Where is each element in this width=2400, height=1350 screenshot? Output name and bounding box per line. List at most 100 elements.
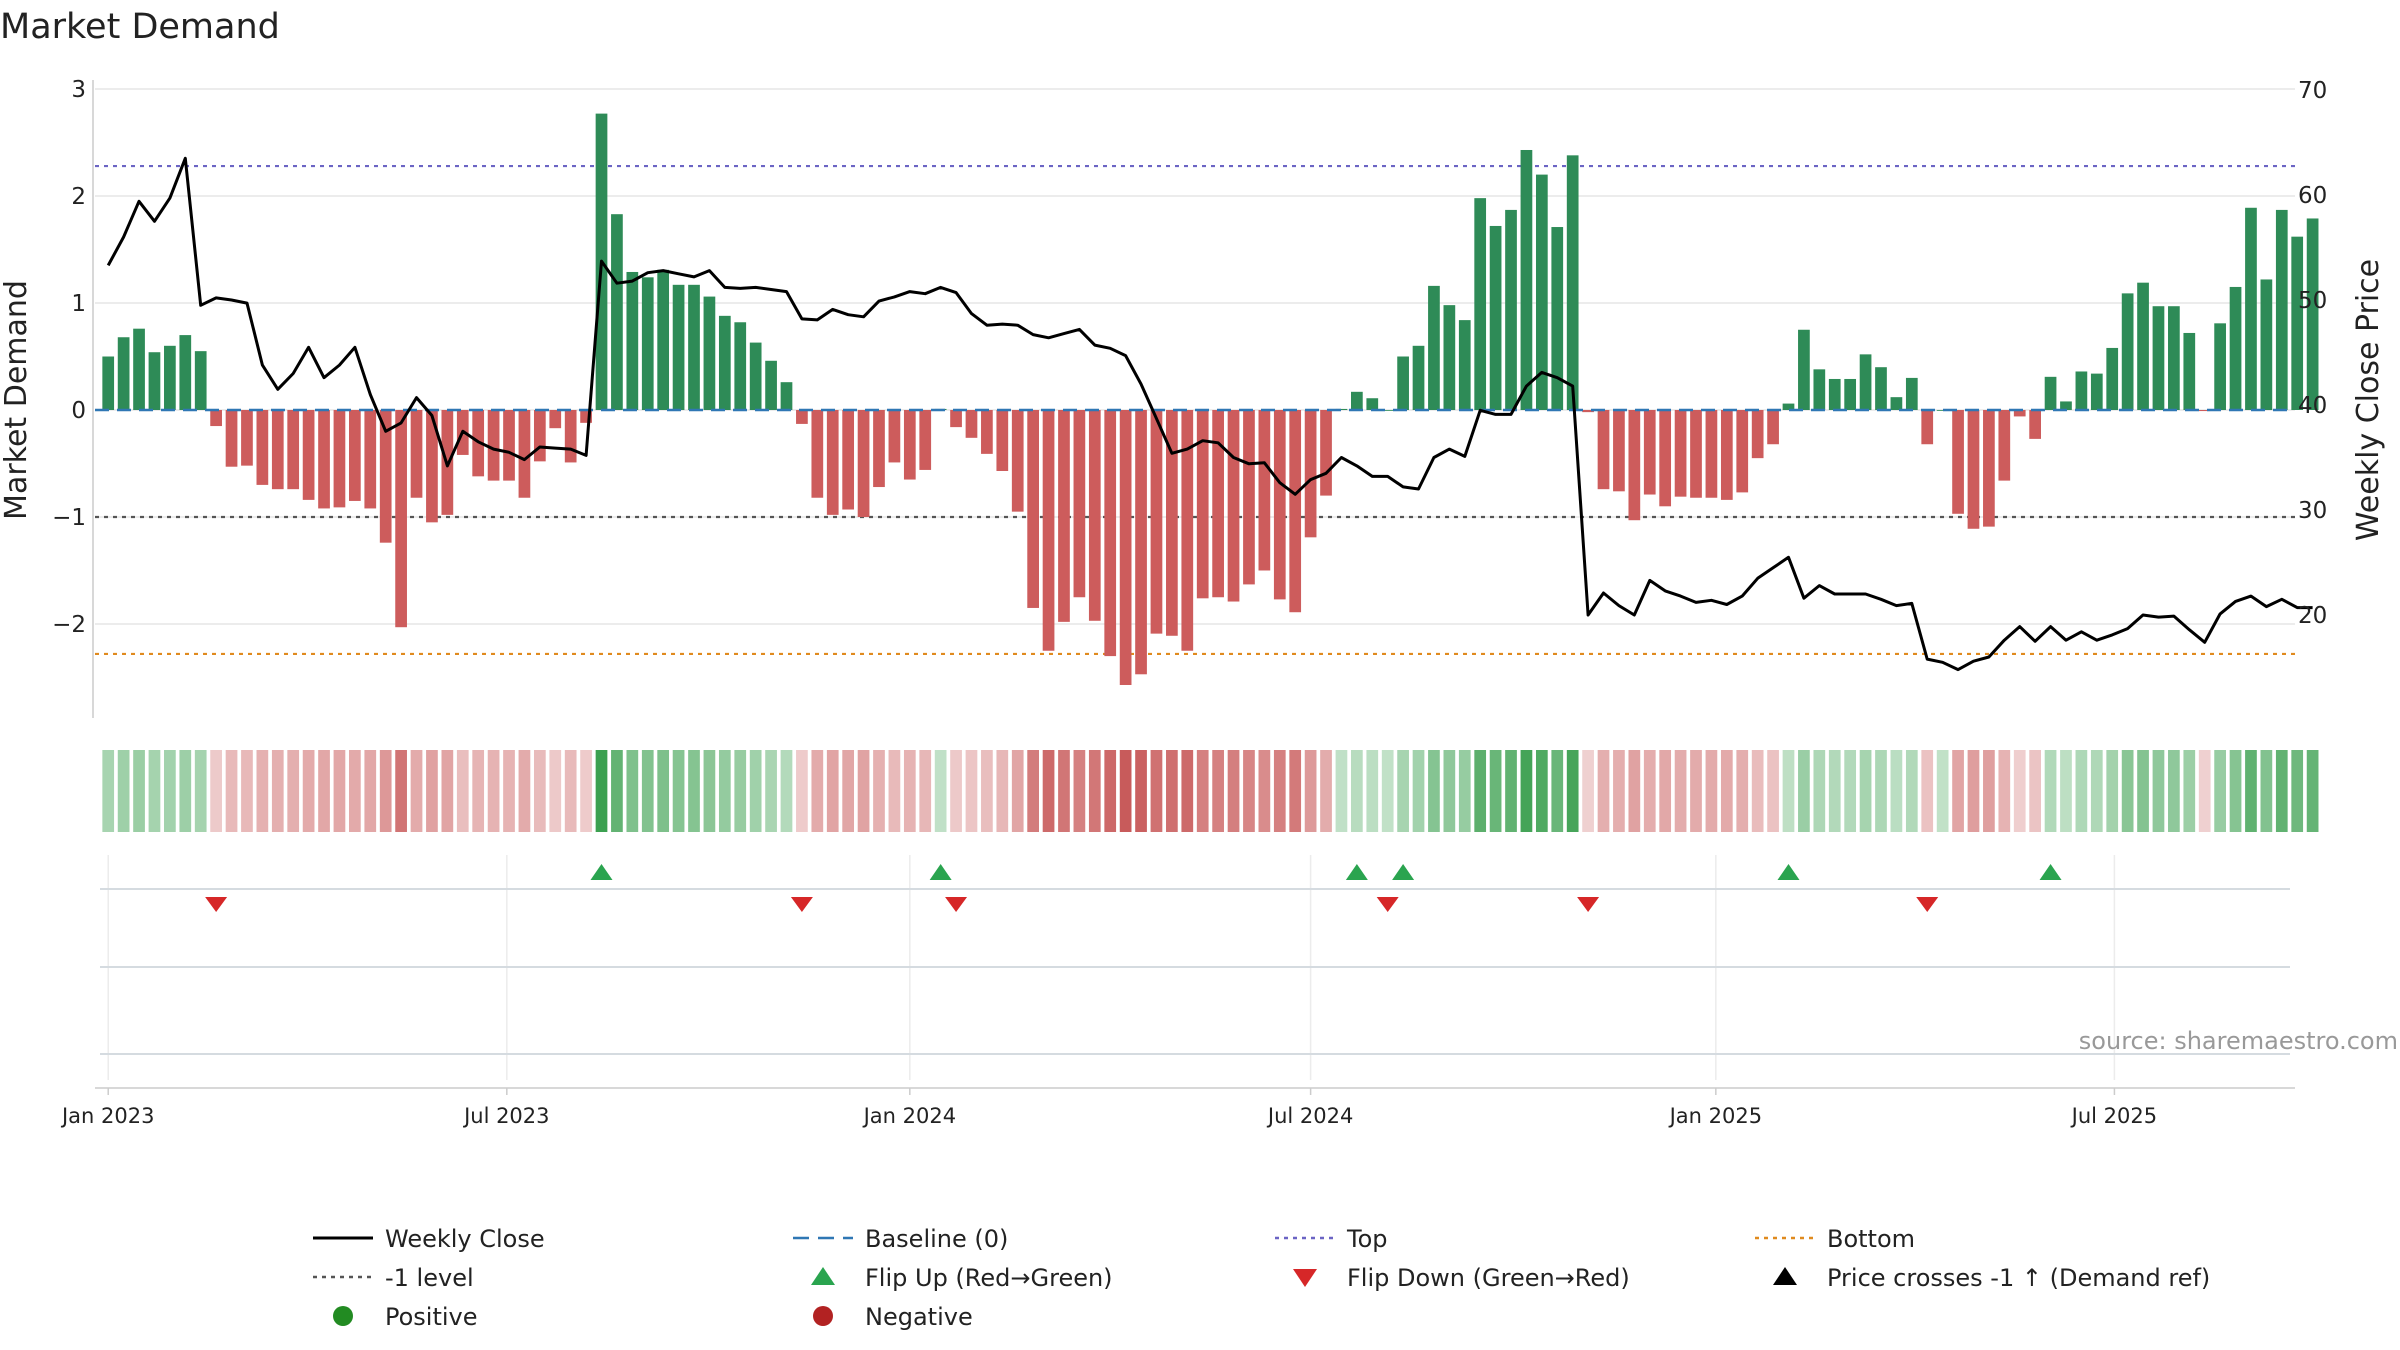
demand-bar — [1474, 198, 1487, 410]
demand-bar — [1967, 410, 1980, 529]
right-tick-label: 30 — [2298, 498, 2327, 524]
right-tick-label: 50 — [2298, 288, 2327, 314]
demand-bar — [611, 214, 623, 410]
demand-bar — [1458, 320, 1471, 410]
demand-bar — [1135, 410, 1147, 675]
demand-bar — [1273, 410, 1286, 600]
demand-bar — [1782, 403, 1795, 410]
left-tick-label: 2 — [71, 184, 86, 210]
demand-bar — [1289, 410, 1302, 613]
heat-cell — [2121, 750, 2134, 832]
weekly-close-line — [106, 156, 2313, 672]
heat-cell — [1566, 750, 1579, 832]
heat-cell — [641, 750, 654, 832]
heat-cell — [811, 750, 824, 832]
demand-bar — [1489, 225, 1502, 410]
heat-cell — [472, 750, 485, 832]
demand-bar — [2198, 410, 2211, 412]
heat-cell — [148, 750, 161, 832]
demand-bar — [2214, 323, 2226, 410]
flip-down-marker — [205, 897, 228, 912]
heat-cell — [2260, 750, 2273, 832]
demand-bar — [981, 410, 993, 454]
demand-bar — [271, 410, 284, 490]
heat-cell — [934, 750, 947, 832]
demand-bar — [1690, 410, 1702, 498]
heat-cell — [1397, 750, 1409, 832]
demand-bar — [903, 410, 916, 480]
demand-bar — [1582, 410, 1594, 413]
heat-cell — [981, 750, 993, 832]
x-tick-label: Jul 2024 — [1266, 1104, 1353, 1128]
heat-cell — [2245, 750, 2257, 832]
heat-cell — [1273, 750, 1286, 832]
heat-cell — [1027, 750, 1039, 832]
demand-bar — [842, 410, 855, 510]
heat-cell — [1659, 750, 1672, 832]
heat-cell — [1166, 750, 1178, 832]
legend-swatch — [811, 1267, 835, 1285]
demand-bar — [1736, 410, 1749, 493]
flip-down-marker — [790, 897, 813, 912]
heat-cell — [349, 750, 361, 832]
heat-cell — [1196, 750, 1209, 832]
heat-cell — [1535, 750, 1548, 832]
demand-bar — [426, 410, 438, 523]
demand-bar — [1011, 410, 1024, 512]
heat-cell — [1582, 750, 1594, 832]
heat-cell — [1489, 750, 1502, 832]
heat-cell — [2044, 750, 2057, 832]
demand-bar — [2306, 218, 2319, 410]
legend-label: Negative — [865, 1303, 973, 1331]
heat-cell — [287, 750, 300, 832]
legend-swatch — [1773, 1267, 1797, 1285]
left-tick-label: 0 — [71, 398, 86, 424]
heat-cell — [410, 750, 423, 832]
demand-bar — [410, 410, 423, 498]
demand-bar — [688, 284, 700, 410]
heat-cell — [2291, 750, 2304, 832]
heat-cell — [1058, 750, 1070, 832]
demand-bar — [379, 410, 392, 543]
heat-cell — [950, 750, 962, 832]
x-tick-label: Jan 2023 — [60, 1104, 155, 1128]
demand-bar — [503, 410, 515, 481]
demand-bar — [765, 360, 777, 410]
demand-bar — [2044, 376, 2057, 410]
heat-cell — [379, 750, 392, 832]
heat-cell — [2075, 750, 2088, 832]
heat-cell — [1690, 750, 1702, 832]
heat-cell — [1335, 750, 1348, 832]
demand-bar — [1073, 410, 1086, 598]
heat-cell — [2306, 750, 2319, 832]
heat-cell — [703, 750, 716, 832]
demand-bar — [734, 322, 747, 410]
left-axis-title: Market Demand — [0, 280, 34, 520]
demand-bar — [318, 410, 330, 509]
demand-bar — [1551, 227, 1564, 410]
right-tick-label: 20 — [2298, 603, 2327, 629]
heat-cell — [873, 750, 885, 832]
heat-cell — [1890, 750, 1903, 832]
heat-cell — [1952, 750, 1964, 832]
reference-lines — [95, 164, 2295, 656]
demand-bar — [1844, 378, 1857, 410]
demand-bar — [549, 410, 562, 429]
demand-bar — [1998, 410, 2011, 481]
heat-cell — [1936, 750, 1949, 832]
demand-bar — [1628, 410, 1641, 521]
heat-cell — [2106, 750, 2119, 832]
demand-heat-strip — [102, 750, 2319, 832]
demand-bar — [1212, 410, 1224, 598]
demand-bar — [1150, 410, 1163, 634]
heat-cell — [271, 750, 284, 832]
chart-title: Market Demand — [0, 7, 280, 47]
heat-cell — [1844, 750, 1857, 832]
demand-bar — [965, 410, 978, 438]
demand-bar — [117, 337, 130, 410]
demand-bar — [2013, 410, 2026, 417]
right-y-axis: 70 60 50 40 30 20 — [2298, 78, 2327, 629]
heat-cell — [503, 750, 515, 832]
heat-cell — [564, 750, 577, 832]
demand-bar — [1351, 391, 1363, 410]
